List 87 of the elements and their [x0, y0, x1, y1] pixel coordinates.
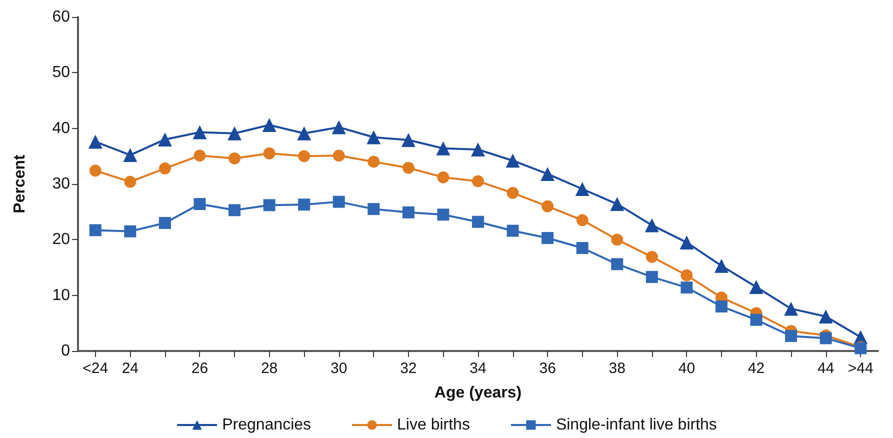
- point: [611, 258, 624, 270]
- point: [714, 258, 728, 273]
- point: [437, 171, 450, 184]
- point: [262, 118, 276, 132]
- point: [680, 235, 694, 250]
- x-tick-label: <24: [82, 360, 108, 377]
- y-tick-label: 30: [52, 176, 70, 192]
- point: [575, 182, 590, 196]
- point: [471, 142, 485, 156]
- point: [298, 198, 310, 211]
- point: [332, 150, 345, 162]
- point: [784, 302, 798, 316]
- point: [158, 162, 171, 174]
- x-tick-label: 38: [608, 360, 626, 377]
- point: [644, 218, 659, 232]
- point: [89, 224, 102, 236]
- point: [785, 330, 798, 342]
- point: [715, 300, 728, 312]
- y-tick-label: 10: [52, 286, 70, 304]
- x-tick-label: 32: [400, 360, 417, 377]
- point: [332, 120, 346, 134]
- y-tick-label: 40: [52, 120, 70, 137]
- point: [366, 130, 381, 144]
- point: [402, 206, 414, 218]
- y-tick-label: 20: [52, 231, 70, 248]
- point: [820, 332, 832, 344]
- point: [749, 280, 764, 294]
- point: [611, 234, 624, 246]
- point: [646, 250, 658, 263]
- point: [263, 199, 276, 212]
- y-tick-label: 0: [61, 342, 70, 360]
- point: [506, 154, 520, 168]
- point: [88, 134, 102, 149]
- point: [368, 156, 380, 168]
- point: [818, 309, 833, 324]
- point: [228, 152, 241, 164]
- point: [646, 270, 658, 283]
- x-tick-label: 40: [678, 360, 696, 377]
- x-tick-label: 44: [817, 360, 834, 377]
- point: [194, 198, 206, 210]
- point: [576, 242, 588, 254]
- point: [194, 150, 206, 162]
- point: [506, 224, 519, 237]
- point: [472, 216, 484, 228]
- x-tick-label: 34: [470, 360, 486, 377]
- y-tick-label: 60: [52, 8, 70, 26]
- point: [437, 208, 450, 221]
- point: [576, 214, 588, 226]
- point: [297, 126, 312, 140]
- point: [436, 141, 450, 156]
- point: [610, 197, 624, 212]
- y-tick-label: 50: [52, 64, 70, 82]
- point: [472, 175, 484, 188]
- x-tick-label: 36: [539, 360, 556, 377]
- x-tick-label: 24: [122, 360, 139, 377]
- x-tick-label: 30: [330, 360, 348, 377]
- point: [228, 204, 241, 216]
- legend-label: Single-infant live births: [556, 416, 717, 434]
- point: [332, 196, 345, 208]
- y-axis-title: Percent: [12, 154, 28, 214]
- point: [402, 162, 414, 174]
- point: [124, 176, 136, 188]
- point: [298, 150, 310, 162]
- point: [263, 147, 276, 160]
- point: [540, 166, 555, 181]
- point: [192, 125, 207, 140]
- point: [124, 225, 136, 238]
- point: [506, 186, 519, 199]
- point: [401, 133, 416, 148]
- point: [542, 200, 554, 212]
- point: [680, 282, 693, 294]
- x-tick-label: 42: [748, 360, 765, 377]
- point: [368, 203, 380, 216]
- x-tick-label: 28: [260, 360, 278, 377]
- point: [158, 132, 172, 146]
- x-axis-title: Age (years): [434, 384, 522, 402]
- legend-label: Live births: [397, 416, 470, 434]
- x-tick-label: 26: [191, 360, 208, 377]
- point: [680, 269, 693, 282]
- point: [228, 126, 242, 140]
- x-tick-label: >44: [848, 360, 874, 377]
- legend-label: Pregnancies: [222, 416, 312, 434]
- point: [123, 148, 138, 162]
- point: [750, 314, 762, 326]
- point: [158, 216, 171, 229]
- point: [89, 164, 102, 177]
- point: [542, 232, 554, 244]
